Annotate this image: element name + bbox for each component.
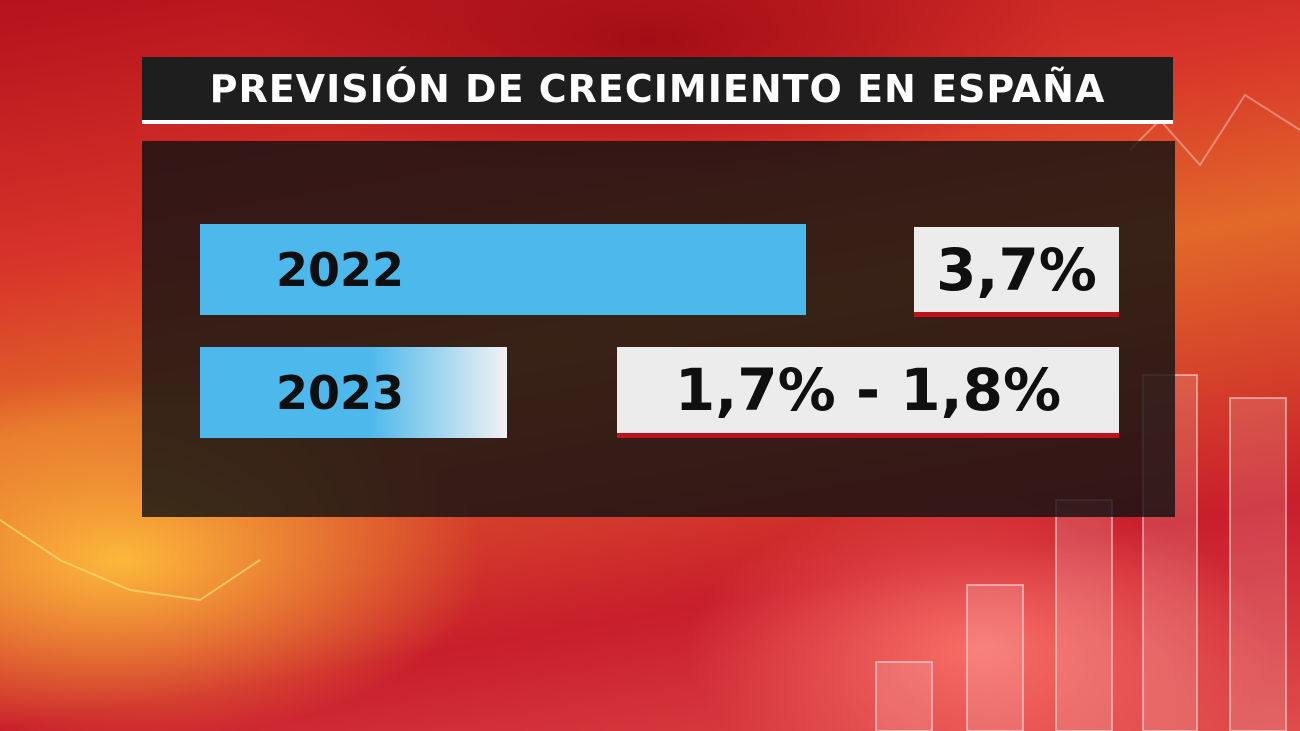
value-label-2022: 3,7%: [936, 235, 1097, 304]
bar-label-2023: 2023: [276, 365, 405, 420]
bar-2023: 2023: [200, 347, 507, 438]
value-box-2022: 3,7%: [914, 227, 1119, 317]
value-box-2023: 1,7% - 1,8%: [617, 347, 1119, 438]
bar-2022: 2022: [200, 224, 806, 315]
value-label-2023: 1,7% - 1,8%: [674, 356, 1062, 424]
chart-title: PREVISIÓN DE CRECIMIENTO EN ESPAÑA: [209, 66, 1106, 111]
bar-label-2022: 2022: [276, 242, 405, 297]
title-bar: PREVISIÓN DE CRECIMIENTO EN ESPAÑA: [142, 57, 1173, 124]
chart-panel: [142, 141, 1175, 517]
